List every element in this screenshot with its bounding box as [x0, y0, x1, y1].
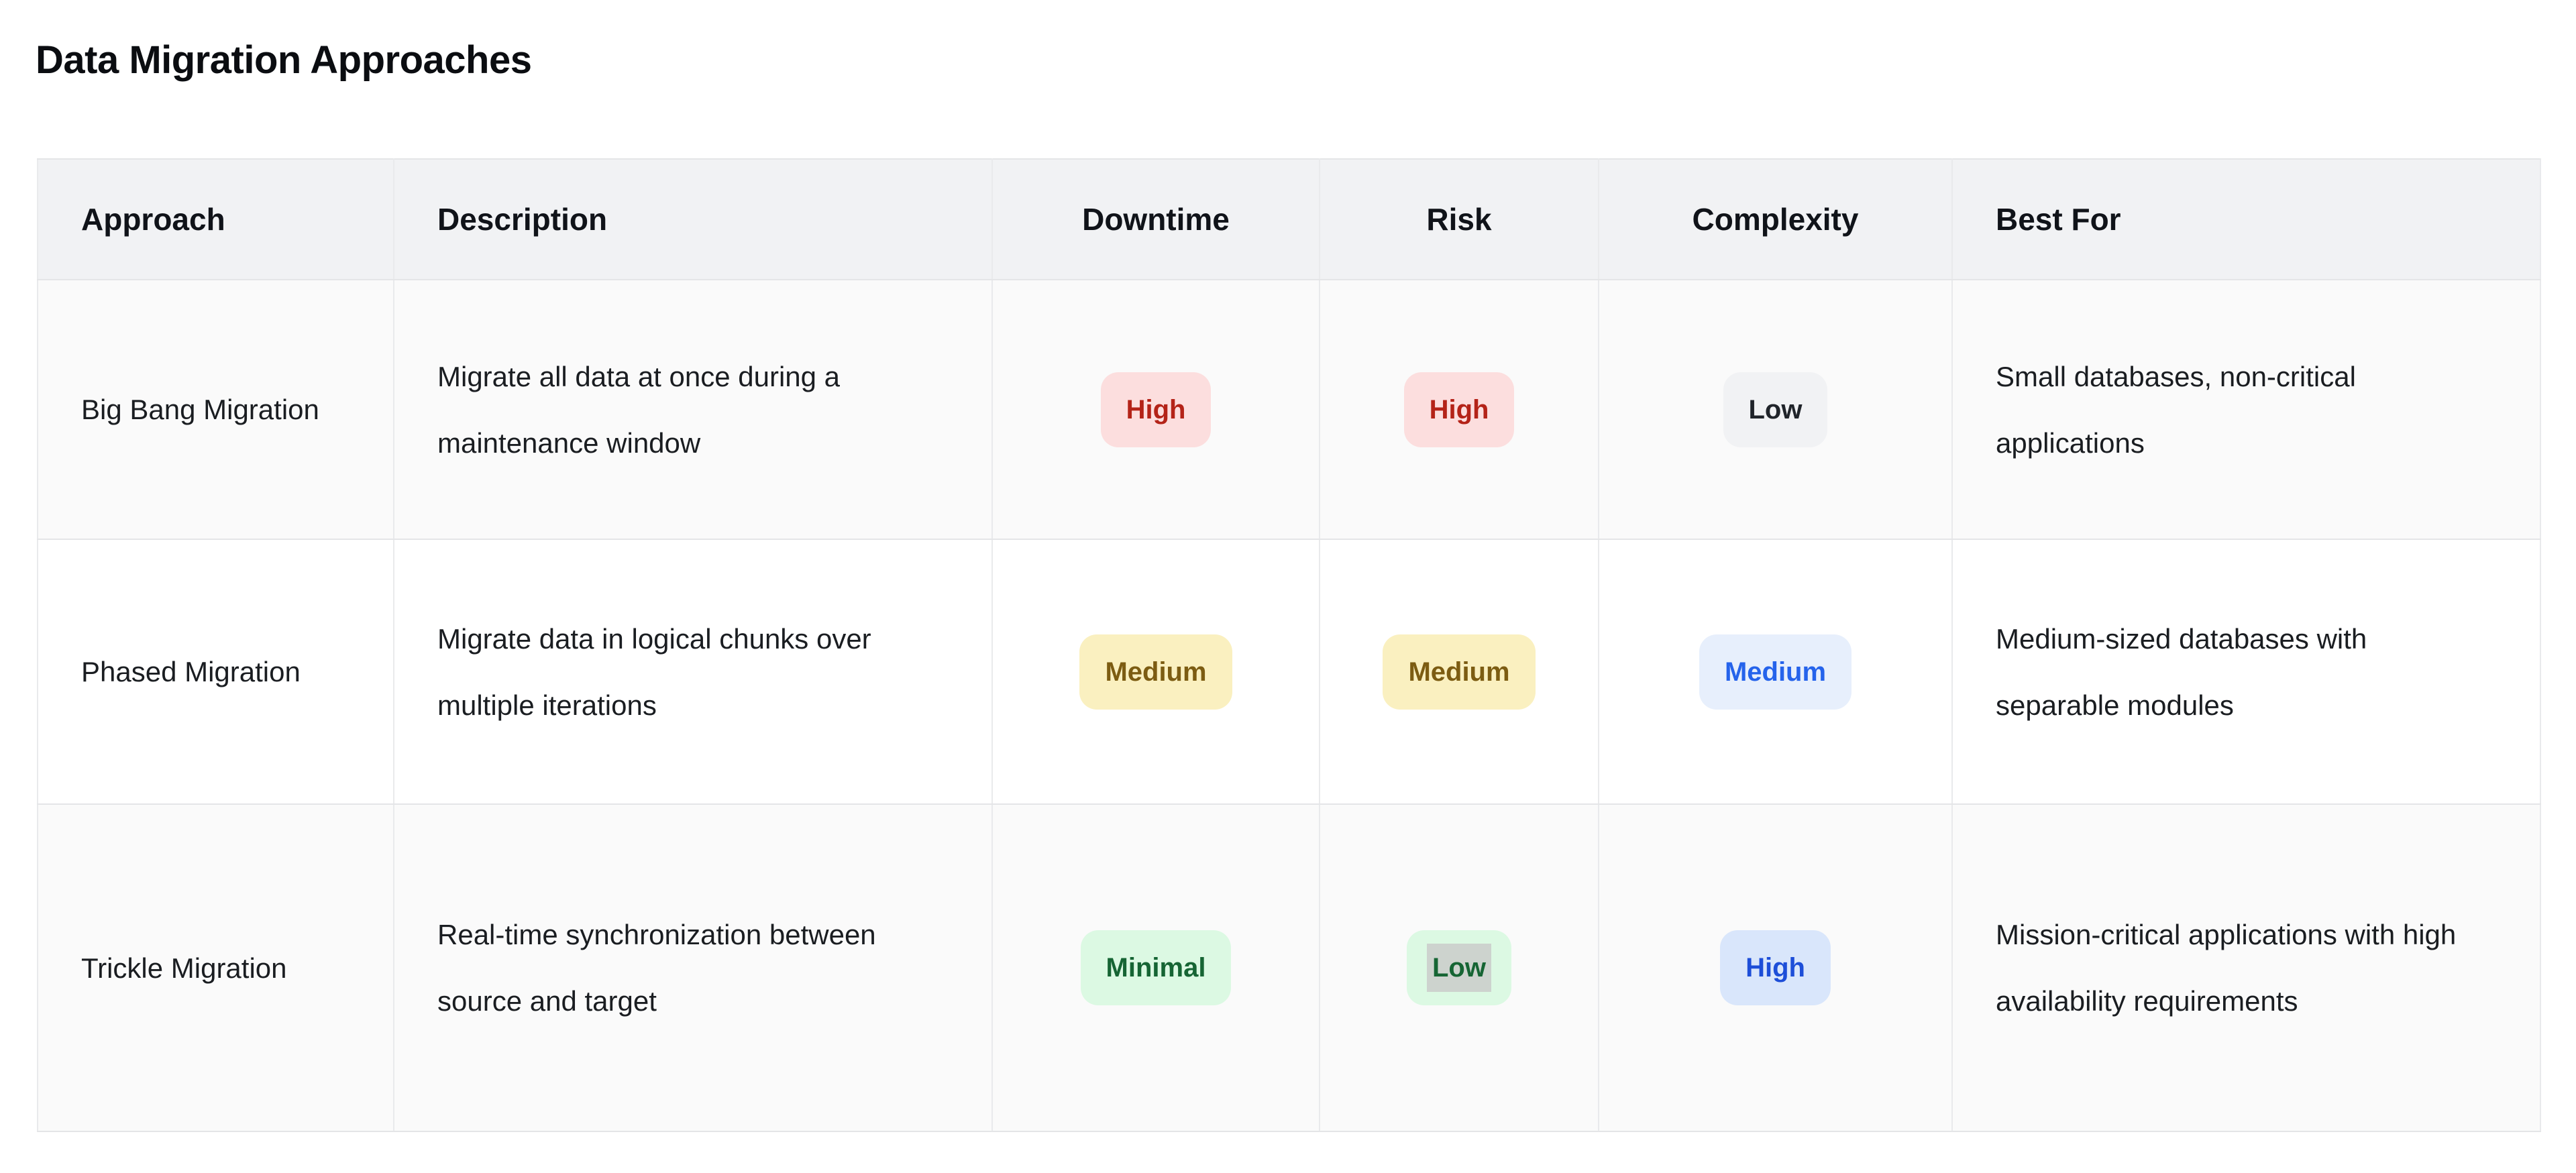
- text-selection-highlight: Low: [1427, 944, 1491, 992]
- badge-label: Medium: [1408, 657, 1510, 687]
- header-complexity: Complexity: [1598, 158, 1953, 280]
- approach-cell: Trickle Migration: [37, 803, 394, 1132]
- badge-label: High: [1126, 394, 1186, 425]
- downtime-cell: Minimal: [991, 803, 1320, 1132]
- best-for-cell: Small databases, non-critical applicatio…: [1951, 279, 2541, 540]
- header-best-for: Best For: [1951, 158, 2541, 280]
- header-approach: Approach: [37, 158, 394, 280]
- badge-label: Low: [1748, 394, 1803, 425]
- best-for-cell: Medium-sized databases with separable mo…: [1951, 539, 2541, 805]
- header-risk: Risk: [1319, 158, 1599, 280]
- risk-cell: Low: [1319, 803, 1599, 1132]
- page-title: Data Migration Approaches: [36, 38, 532, 82]
- risk-cell: Medium: [1319, 539, 1599, 805]
- complexity-cell: Low: [1598, 279, 1953, 540]
- badge-label: Medium: [1724, 657, 1827, 687]
- badge-label: Minimal: [1106, 953, 1206, 983]
- downtime-badge: Minimal: [1080, 930, 1232, 1005]
- data-migration-approaches-table: Approach Description Downtime Risk Compl…: [37, 158, 2541, 1132]
- best-for-cell: Mission-critical applications with high …: [1951, 803, 2541, 1132]
- description-cell: Migrate data in logical chunks over mult…: [393, 539, 993, 805]
- description-cell: Migrate all data at once during a mainte…: [393, 279, 993, 540]
- header-downtime: Downtime: [991, 158, 1320, 280]
- complexity-cell: High: [1598, 803, 1953, 1132]
- badge-label: Low: [1432, 953, 1486, 983]
- document-page: Data Migration Approaches Approach Descr…: [36, 38, 2541, 1132]
- table-row: Big Bang Migration Migrate all data at o…: [37, 279, 2541, 540]
- badge-label: High: [1429, 394, 1489, 425]
- downtime-cell: Medium: [991, 539, 1320, 805]
- risk-badge: High: [1403, 372, 1515, 447]
- description-cell: Real-time synchronization between source…: [393, 803, 993, 1132]
- complexity-cell: Medium: [1598, 539, 1953, 805]
- complexity-badge: Medium: [1699, 634, 1852, 710]
- table-row: Phased Migration Migrate data in logical…: [37, 539, 2541, 805]
- badge-label: High: [1746, 953, 1805, 983]
- complexity-badge: High: [1720, 930, 1831, 1005]
- complexity-badge: Low: [1723, 372, 1828, 447]
- header-description: Description: [393, 158, 993, 280]
- downtime-badge: Medium: [1079, 634, 1232, 710]
- table-header: Approach Description Downtime Risk Compl…: [37, 158, 2541, 280]
- approach-cell: Phased Migration: [37, 539, 394, 805]
- risk-badge: Medium: [1383, 634, 1536, 710]
- approach-cell: Big Bang Migration: [37, 279, 394, 540]
- badge-label: Medium: [1105, 657, 1207, 687]
- downtime-cell: High: [991, 279, 1320, 540]
- header-row: Approach Description Downtime Risk Compl…: [37, 158, 2541, 280]
- table-row: Trickle Migration Real-time synchronizat…: [37, 803, 2541, 1132]
- risk-cell: High: [1319, 279, 1599, 540]
- risk-badge: Low: [1407, 930, 1511, 1005]
- downtime-badge: High: [1100, 372, 1212, 447]
